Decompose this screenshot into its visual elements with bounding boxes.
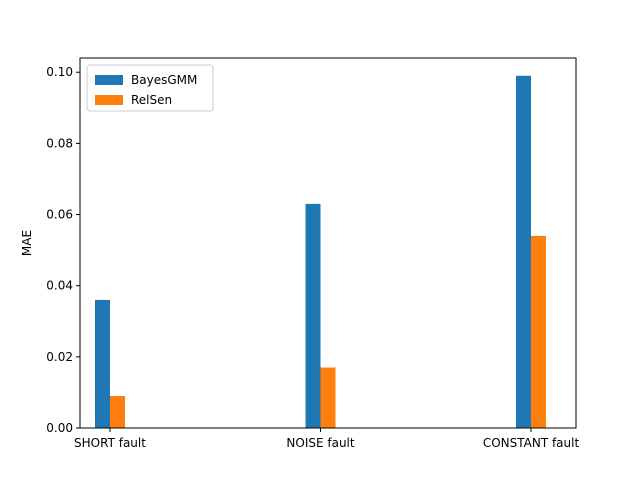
bar-bayesgmm-2 — [305, 203, 321, 428]
plot-frame — [79, 57, 577, 429]
legend-swatch-bayesgmm — [95, 75, 123, 85]
legend-label-relsen: RelSen — [131, 93, 172, 107]
y-tick-label: 0.08 — [46, 136, 73, 150]
legend: BayesGMM RelSen — [86, 64, 214, 112]
bar-bayesgmm-3 — [516, 75, 531, 429]
x-tick-label: SHORT fault — [74, 436, 146, 450]
y-tick-label: 0.04 — [46, 279, 73, 293]
x-tick-label: CONSTANT fault — [483, 436, 580, 450]
y-tick-label: 0.00 — [46, 421, 73, 435]
y-axis-label: MAE — [20, 230, 34, 256]
bar-relsen-1 — [110, 395, 125, 428]
bar-relsen-3 — [531, 235, 546, 428]
x-tick-label: NOISE fault — [286, 436, 354, 450]
y-tick-label: 0.02 — [46, 350, 73, 364]
y-tick-label: 0.10 — [46, 65, 73, 79]
bars-group — [95, 75, 546, 429]
bar-relsen-2 — [320, 367, 336, 428]
y-axis: 0.00 0.02 0.04 0.06 0.08 0.10 — [46, 65, 80, 435]
x-axis: SHORT fault NOISE fault CONSTANT fault — [74, 428, 579, 450]
legend-label-bayesgmm: BayesGMM — [131, 73, 197, 87]
bar-bayesgmm-1 — [95, 299, 110, 428]
y-tick-label: 0.06 — [46, 208, 73, 222]
legend-swatch-relsen — [95, 95, 123, 105]
